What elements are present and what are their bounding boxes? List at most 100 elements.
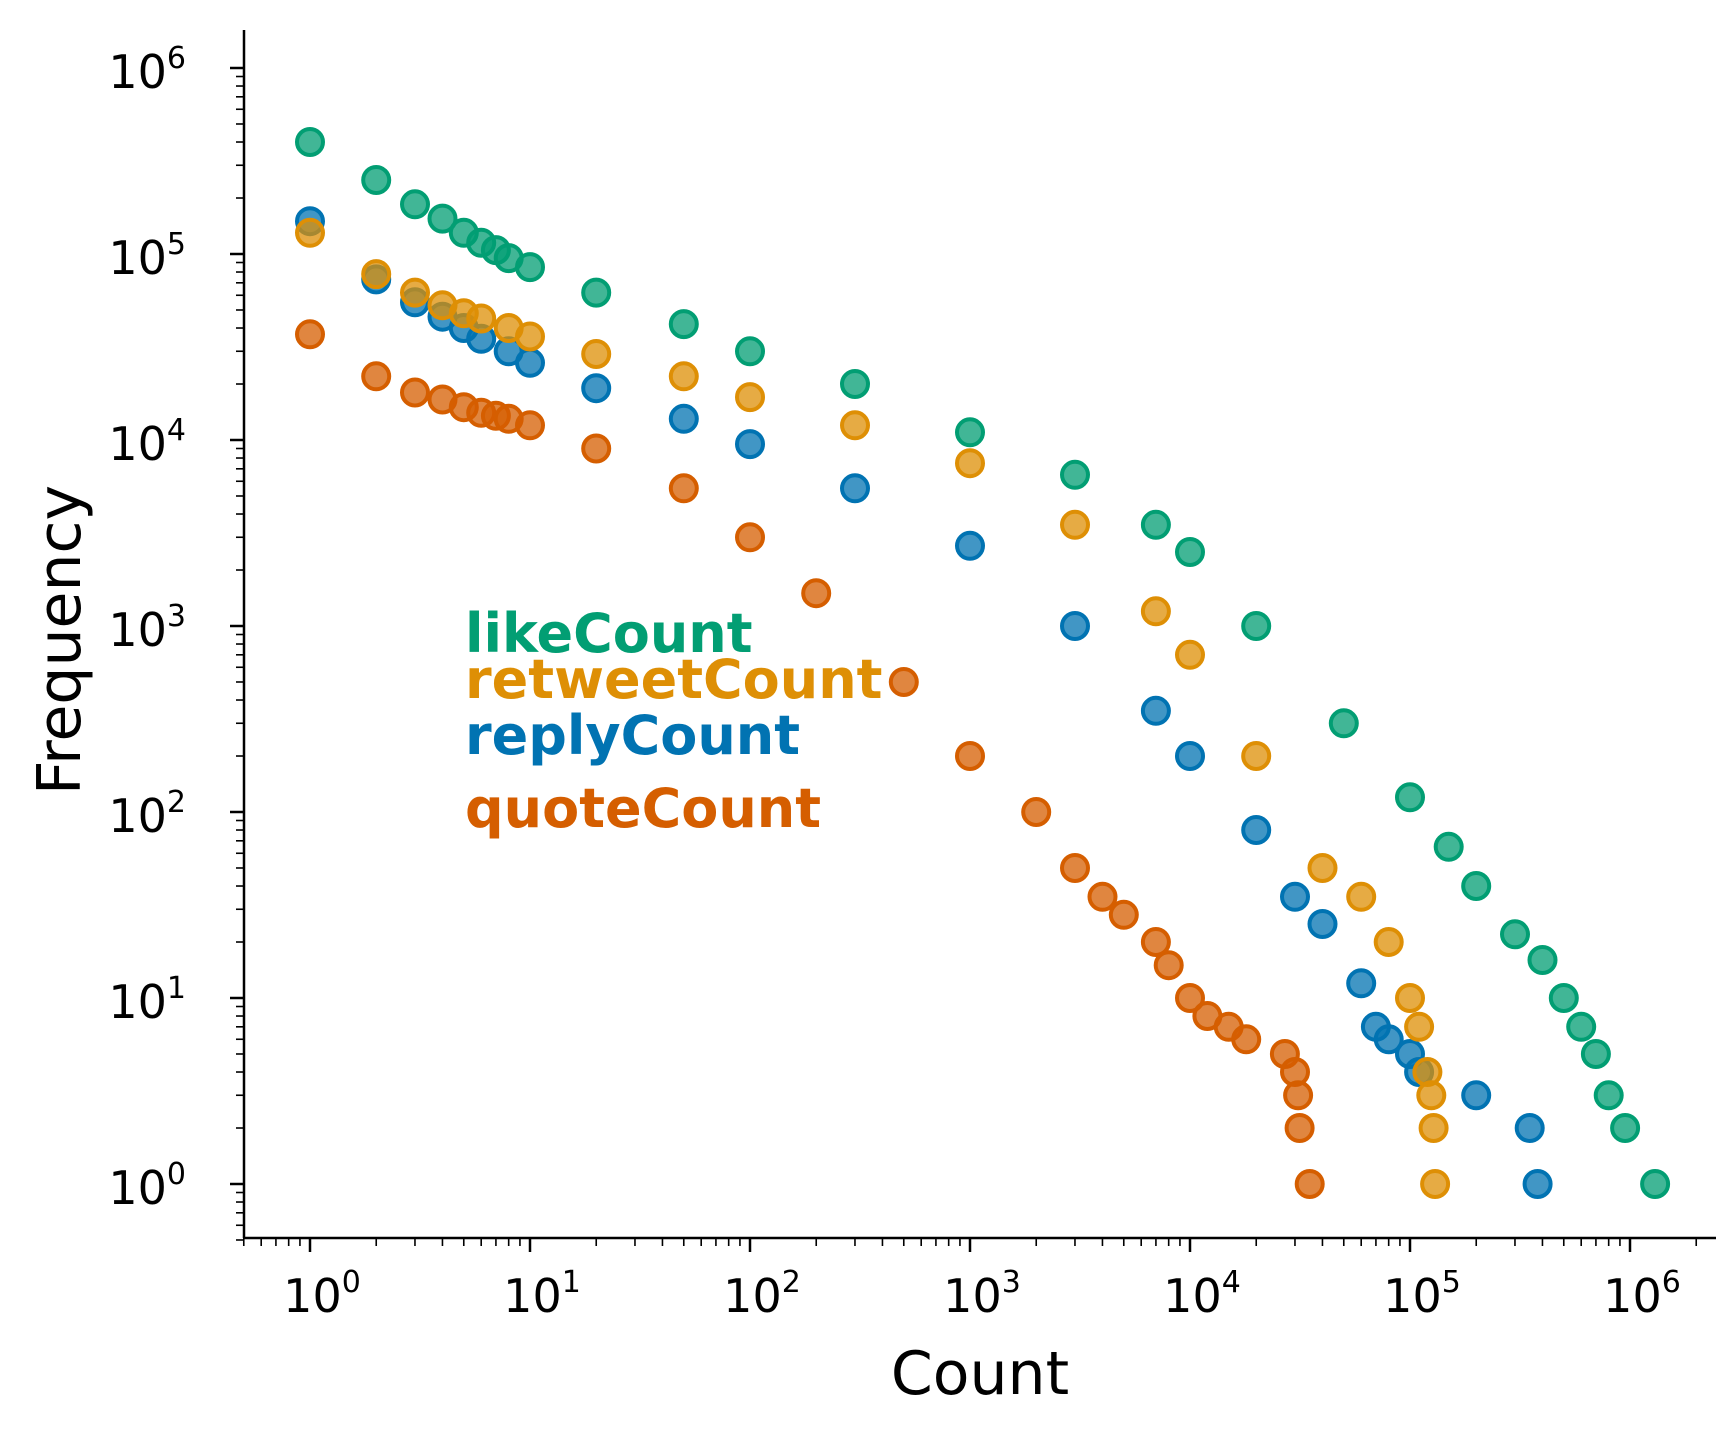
likecount-point	[1527, 945, 1558, 975]
likecount-point	[1395, 782, 1425, 813]
likecount-point	[1548, 983, 1579, 1013]
quotecount-point	[1294, 1169, 1325, 1199]
quotecount-point	[361, 361, 392, 392]
likecount-point	[515, 252, 545, 283]
y-axis-label: Frequency	[25, 485, 95, 795]
likecount-point	[1500, 919, 1530, 950]
quotecount-point	[400, 377, 430, 408]
likecount-point	[840, 369, 870, 399]
likecount-point	[1640, 1169, 1671, 1199]
likecount-point	[1461, 871, 1492, 901]
retweetcount-point	[1140, 596, 1171, 627]
quotecount-point	[1060, 853, 1090, 883]
legend-label-likecount: likeCount	[465, 602, 753, 665]
likecount-point	[1241, 611, 1272, 641]
x-tick-label: 104	[1163, 1265, 1241, 1323]
likecount-point	[1175, 537, 1205, 567]
x-axis-label: Count	[891, 1339, 1069, 1409]
replycount-point	[1175, 741, 1205, 771]
retweetcount-point	[1404, 1011, 1435, 1042]
quotecount-point	[955, 741, 985, 771]
retweetcount-point	[1346, 881, 1377, 912]
y-tick-label: 101	[108, 971, 186, 1029]
retweetcount-point	[295, 217, 325, 248]
legend-label-retweetcount: retweetCount	[465, 648, 882, 711]
y-tick-label: 103	[108, 599, 186, 657]
retweetcount-point	[515, 321, 545, 352]
quotecount-point	[1153, 950, 1184, 981]
legend-label-quotecount: quoteCount	[465, 777, 821, 840]
quotecount-point	[1108, 899, 1139, 930]
retweetcount-point	[955, 448, 985, 479]
quotecount-point	[735, 522, 765, 553]
likecount-point	[361, 165, 392, 195]
likecount-point	[668, 309, 699, 340]
retweetcount-point	[581, 339, 612, 369]
quotecount-point	[668, 473, 699, 504]
y-tick-label: 102	[108, 785, 186, 843]
likecount-point	[1610, 1113, 1641, 1143]
retweetcount-point	[1416, 1080, 1447, 1111]
retweetcount-point	[1307, 853, 1338, 883]
scatter-points	[295, 127, 1671, 1199]
x-tick-label: 102	[723, 1265, 801, 1323]
replycount-point	[581, 373, 612, 404]
retweetcount-point	[1060, 509, 1090, 540]
likecount-point	[295, 127, 325, 157]
likecount-point	[1328, 708, 1359, 739]
replycount-point	[1346, 968, 1377, 999]
retweetcount-point	[1420, 1169, 1451, 1199]
likecount-point	[400, 189, 430, 220]
likecount-point	[1566, 1011, 1597, 1042]
retweetcount-point	[1395, 983, 1425, 1013]
x-tick-label: 103	[943, 1265, 1021, 1323]
x-tick-label: 101	[503, 1265, 581, 1323]
retweetcount-point	[1241, 741, 1272, 771]
retweetcount-point	[735, 382, 765, 413]
retweetcount-point	[1373, 927, 1404, 957]
quotecount-point	[1021, 797, 1052, 827]
retweetcount-point	[361, 259, 392, 290]
y-tick-label: 105	[108, 227, 186, 285]
likecount-point	[1140, 509, 1171, 540]
quotecount-point	[1283, 1080, 1314, 1111]
likecount-point	[1580, 1039, 1611, 1069]
replycount-point	[1461, 1080, 1492, 1111]
quotecount-point	[295, 319, 325, 350]
legend: likeCount retweetCount replyCount quoteC…	[465, 602, 882, 840]
axis-ticks: 100 101 102 103 104 105 106 100 101 102 103 104 105 1…	[108, 41, 1698, 1323]
quotecount-point	[515, 410, 545, 441]
retweetcount-point	[466, 303, 497, 334]
likecount-point	[427, 203, 458, 234]
quotecount-point	[1175, 983, 1205, 1013]
replycount-point	[840, 473, 870, 504]
likecount-point	[1593, 1080, 1624, 1111]
y-tick-label: 104	[108, 413, 186, 471]
replycount-point	[515, 347, 545, 378]
replycount-point	[1060, 611, 1090, 641]
x-tick-label: 105	[1383, 1265, 1461, 1323]
retweetcount-point	[840, 410, 870, 441]
y-tick-label: 100	[108, 1157, 186, 1215]
retweetcount-point	[1175, 639, 1205, 670]
retweetcount-point	[1418, 1113, 1449, 1143]
likecount-point	[581, 277, 612, 308]
retweetcount-point	[400, 277, 430, 308]
x-tick-label: 106	[1603, 1265, 1681, 1323]
replycount-point	[668, 403, 699, 434]
quotecount-point	[1087, 881, 1118, 912]
quotecount-point	[581, 433, 612, 464]
x-tick-label: 100	[283, 1265, 361, 1323]
replycount-point	[955, 530, 985, 561]
quotecount-point	[801, 578, 832, 609]
retweetcount-point	[668, 361, 699, 392]
y-tick-label: 106	[108, 41, 186, 99]
replycount-point	[1522, 1169, 1553, 1199]
replycount-point	[1373, 1024, 1404, 1055]
likecount-point	[735, 336, 765, 367]
legend-label-replycount: replyCount	[465, 704, 800, 767]
quotecount-point	[1284, 1113, 1315, 1143]
quotecount-point	[1140, 927, 1171, 957]
replycount-point	[1514, 1113, 1545, 1143]
quotecount-point	[888, 667, 919, 697]
